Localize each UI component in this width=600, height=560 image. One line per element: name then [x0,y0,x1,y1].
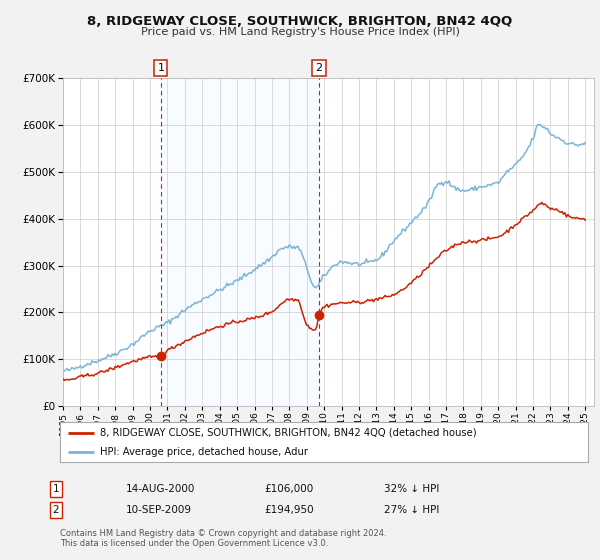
Text: 32% ↓ HPI: 32% ↓ HPI [384,484,439,494]
Text: 27% ↓ HPI: 27% ↓ HPI [384,505,439,515]
Text: 10-SEP-2009: 10-SEP-2009 [126,505,192,515]
Text: This data is licensed under the Open Government Licence v3.0.: This data is licensed under the Open Gov… [60,539,328,548]
Text: 8, RIDGEWAY CLOSE, SOUTHWICK, BRIGHTON, BN42 4QQ (detached house): 8, RIDGEWAY CLOSE, SOUTHWICK, BRIGHTON, … [100,428,476,437]
Text: HPI: Average price, detached house, Adur: HPI: Average price, detached house, Adur [100,447,308,458]
Text: 14-AUG-2000: 14-AUG-2000 [126,484,196,494]
Text: 2: 2 [316,63,323,73]
Bar [161,78,319,406]
Text: 1: 1 [157,63,164,73]
Text: 2: 2 [52,505,59,515]
Text: £194,950: £194,950 [264,505,314,515]
Text: Price paid vs. HM Land Registry's House Price Index (HPI): Price paid vs. HM Land Registry's House … [140,27,460,37]
Text: 1: 1 [52,484,59,494]
Text: £106,000: £106,000 [264,484,313,494]
Text: Contains HM Land Registry data © Crown copyright and database right 2024.: Contains HM Land Registry data © Crown c… [60,529,386,538]
Text: 8, RIDGEWAY CLOSE, SOUTHWICK, BRIGHTON, BN42 4QQ: 8, RIDGEWAY CLOSE, SOUTHWICK, BRIGHTON, … [88,15,512,28]
